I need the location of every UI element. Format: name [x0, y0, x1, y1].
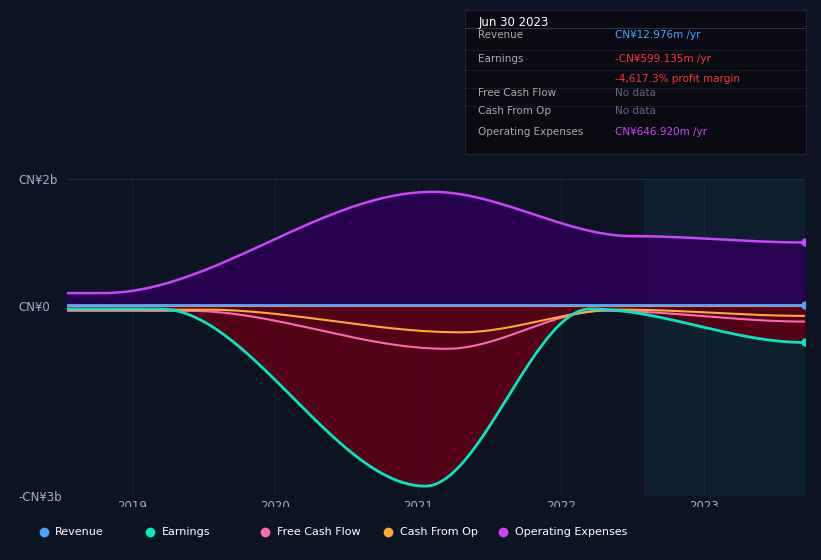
Bar	[644, 179, 821, 496]
Text: Free Cash Flow: Free Cash Flow	[479, 87, 557, 97]
Text: CN¥12.976m /yr: CN¥12.976m /yr	[615, 30, 700, 40]
Text: Operating Expenses: Operating Expenses	[515, 528, 627, 538]
Text: Earnings: Earnings	[162, 528, 210, 538]
Text: Revenue: Revenue	[479, 30, 524, 40]
Text: Revenue: Revenue	[55, 528, 103, 538]
Text: Earnings: Earnings	[479, 54, 524, 64]
Text: Free Cash Flow: Free Cash Flow	[277, 528, 360, 538]
Text: No data: No data	[615, 106, 656, 116]
Text: CN¥646.920m /yr: CN¥646.920m /yr	[615, 127, 707, 137]
Text: Cash From Op: Cash From Op	[479, 106, 552, 116]
Text: Cash From Op: Cash From Op	[400, 528, 478, 538]
Text: -CN¥599.135m /yr: -CN¥599.135m /yr	[615, 54, 711, 64]
Text: Jun 30 2023: Jun 30 2023	[479, 16, 548, 29]
Text: No data: No data	[615, 87, 656, 97]
Text: Operating Expenses: Operating Expenses	[479, 127, 584, 137]
Text: -4,617.3% profit margin: -4,617.3% profit margin	[615, 74, 740, 84]
